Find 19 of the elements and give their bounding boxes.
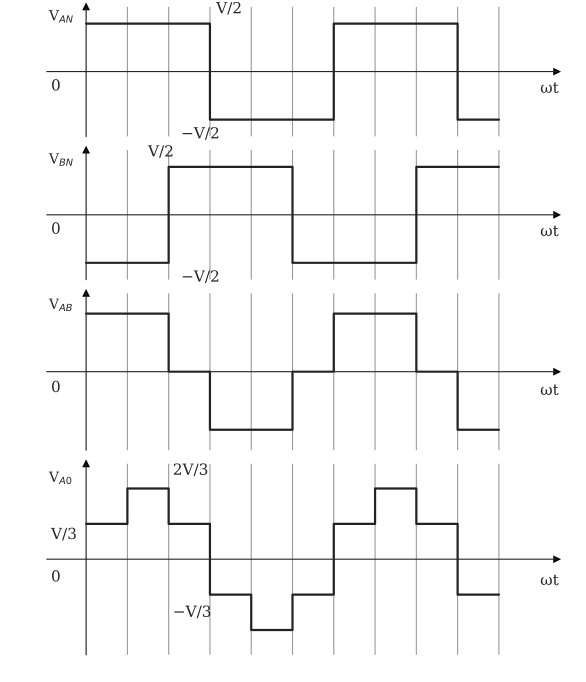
text: −V/2 xyxy=(182,270,218,284)
text: V/2 xyxy=(148,145,172,158)
x-axis-title: ωt xyxy=(540,574,559,586)
annotation: 0 xyxy=(52,380,60,392)
x-axis-title: ωt xyxy=(540,82,559,94)
annotation: 0 xyxy=(52,79,60,91)
y-axis-title: V$_{AN}$ xyxy=(48,10,73,23)
text: 2V/3 xyxy=(174,463,208,476)
annotation: V/3 xyxy=(50,528,76,540)
annotation: −V/3 xyxy=(174,605,210,618)
text: V/2 xyxy=(216,2,241,15)
x-axis-title: ωt xyxy=(540,226,559,236)
annotation: 0 xyxy=(52,222,60,234)
x-axis-title: ωt xyxy=(540,384,559,396)
text: −V/2 xyxy=(182,127,218,140)
y-axis-title: V$_{BN}$ xyxy=(48,153,73,166)
y-axis-title: V$_{AB}$ xyxy=(48,298,72,311)
annotation: 0 xyxy=(52,570,60,582)
y-axis-title: V$_{A0}$ xyxy=(48,472,72,484)
